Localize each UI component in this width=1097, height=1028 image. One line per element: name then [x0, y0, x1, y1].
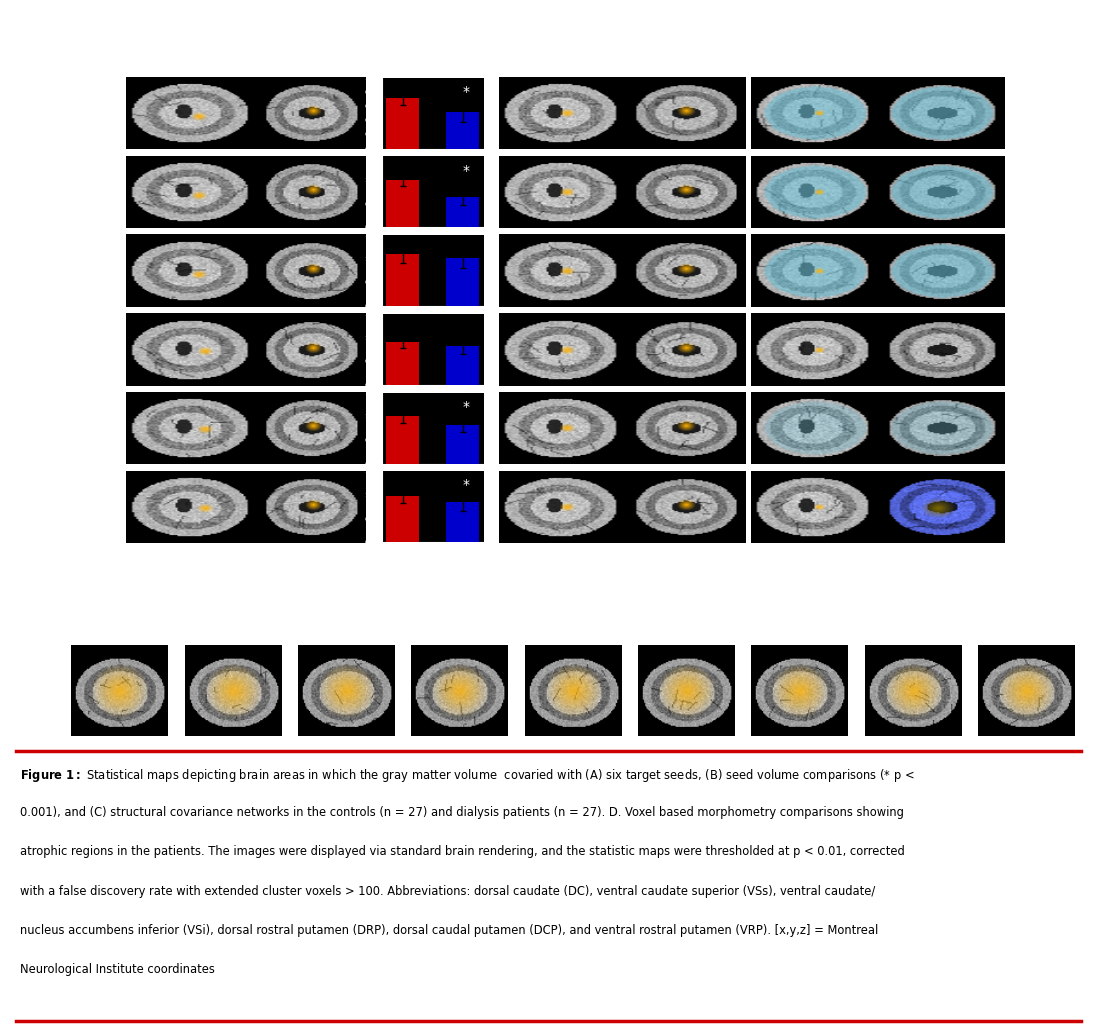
- Text: *: *: [462, 163, 470, 178]
- Bar: [386, 98, 419, 149]
- Text: 4: 4: [798, 622, 802, 631]
- Text: -4: -4: [569, 622, 577, 631]
- Bar: [446, 112, 479, 149]
- Text: C. Structural  Covariance Network: C. Structural Covariance Network: [505, 11, 744, 24]
- Bar: [386, 416, 419, 464]
- Bar: [386, 495, 419, 542]
- Text: caudate regions
[VSi(9,9,-8)]: caudate regions [VSi(9,9,-8)]: [12, 99, 80, 120]
- Bar: [446, 345, 479, 384]
- Text: -8: -8: [456, 622, 463, 631]
- Bar: [446, 425, 479, 464]
- Text: with a false discovery rate with extended cluster voxels > 100. Abbreviations: d: with a false discovery rate with extende…: [20, 884, 875, 897]
- Text: atrophic regions in the patients. The images were displayed via standard brain r: atrophic regions in the patients. The im…: [20, 845, 905, 858]
- Text: B. Seed volume: B. Seed volume: [371, 11, 479, 24]
- Text: caudate regions
[DC(13,15,9)]: caudate regions [DC(13,15,9)]: [12, 256, 80, 278]
- Text: *: *: [462, 400, 470, 413]
- Text: patients: patients: [853, 33, 902, 46]
- Text: *: *: [462, 85, 470, 99]
- Text: putamen regions
DRP[(25,8,6)]: putamen regions DRP[(25,8,6)]: [12, 413, 83, 435]
- Bar: [446, 196, 479, 227]
- Text: putamen regions
VRP[(20,12,-3)]: putamen regions VRP[(20,12,-3)]: [12, 492, 83, 514]
- Text: A. Seed Region: A. Seed Region: [16, 11, 123, 24]
- Bar: [446, 502, 479, 542]
- Text: 0: 0: [683, 622, 689, 631]
- Text: 8: 8: [911, 622, 916, 631]
- Text: *: *: [462, 478, 470, 492]
- Text: control: control: [602, 33, 643, 46]
- Text: nucleus accumbens inferior (VSi), dorsal rostral putamen (DRP), dorsal caudal pu: nucleus accumbens inferior (VSi), dorsal…: [20, 923, 878, 937]
- Text: -16: -16: [227, 622, 239, 631]
- Bar: [386, 180, 419, 227]
- Text: D. Voxel-based Morphometry (atrophy of patients): D. Voxel-based Morphometry (atrophy of p…: [71, 553, 427, 566]
- Bar: [386, 254, 419, 306]
- Text: $\bf{Figure\ 1:}$ Statistical maps depicting brain areas in which the gray matte: $\bf{Figure\ 1:}$ Statistical maps depic…: [20, 767, 915, 784]
- Text: putamen regions
[DCP[(28,1,3]]: putamen regions [DCP[(28,1,3]]: [12, 335, 83, 356]
- Text: 6: 6: [117, 622, 122, 631]
- Text: caudate regions
[VSs(10,15,0)]: caudate regions [VSs(10,15,0)]: [12, 177, 80, 198]
- Text: -12: -12: [340, 622, 352, 631]
- Text: 0.001), and (C) structural covariance networks in the controls (n = 27) and dial: 0.001), and (C) structural covariance ne…: [20, 806, 904, 819]
- Text: Neurological Institute coordinates: Neurological Institute coordinates: [20, 963, 215, 976]
- Bar: [446, 258, 479, 306]
- Bar: [386, 342, 419, 384]
- Text: 12: 12: [1021, 622, 1031, 631]
